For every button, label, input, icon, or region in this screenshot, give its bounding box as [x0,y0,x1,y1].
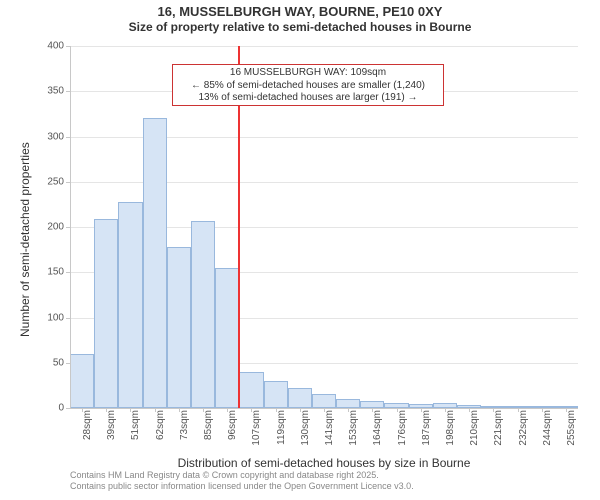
histogram-bar [94,219,118,408]
x-tick-label: 73sqm [179,410,190,440]
footer-line-1: Contains HM Land Registry data © Crown c… [70,470,414,481]
figure-container: { "title": { "line1": "16, MUSSELBURGH W… [0,0,600,500]
x-tick-label: 28sqm [82,410,93,440]
x-tick-label: 119sqm [276,410,287,445]
grid-line [70,46,578,47]
annotation-line: 13% of semi-detached houses are larger (… [177,92,439,105]
y-tick-label: 250 [47,176,64,187]
x-tick-label: 210sqm [469,410,480,446]
x-tick-label: 96sqm [227,410,238,440]
y-tick-label: 50 [53,357,64,368]
x-tick-label: 130sqm [300,410,311,446]
x-tick-label: 62sqm [155,410,166,440]
title-block: 16, MUSSELBURGH WAY, BOURNE, PE10 0XY Si… [0,0,600,34]
x-axis-title: Distribution of semi-detached houses by … [70,456,578,470]
x-tick-label: 176sqm [397,410,408,446]
x-tick-label: 51sqm [130,410,141,440]
histogram-bar [191,221,215,408]
footer-attribution: Contains HM Land Registry data © Crown c… [70,470,414,492]
y-axis-title: Number of semi-detached properties [18,142,32,337]
histogram-bar [239,372,263,408]
x-tick-label: 153sqm [348,410,359,446]
chart-subtitle: Size of property relative to semi-detach… [0,20,600,34]
x-tick-label: 232sqm [518,410,529,446]
histogram-bar [288,388,312,408]
y-tick-label: 350 [47,86,64,97]
x-tick-label: 107sqm [251,410,262,446]
y-tick-label: 150 [47,267,64,278]
x-axis-line [70,408,578,409]
footer-line-2: Contains public sector information licen… [70,481,414,492]
histogram-bar [167,247,191,408]
y-axis-line [70,46,71,408]
y-tick-label: 300 [47,131,64,142]
histogram-bar [360,401,384,408]
histogram-bar [264,381,288,408]
y-tick-label: 0 [58,403,64,414]
x-tick-label: 255sqm [566,410,577,446]
x-tick-label: 221sqm [493,410,504,446]
y-tick-label: 200 [47,222,64,233]
x-tick-label: 85sqm [203,410,214,440]
y-tick-label: 100 [47,312,64,323]
histogram-bar [118,202,142,408]
x-tick-label: 244sqm [542,410,553,446]
x-tick-label: 198sqm [445,410,456,446]
x-tick-label: 141sqm [324,410,335,446]
histogram-bar [336,399,360,408]
annotation-line: ← 85% of semi-detached houses are smalle… [177,80,439,93]
x-tick-label: 39sqm [106,410,117,440]
histogram-bar [312,394,336,408]
annotation-line: 16 MUSSELBURGH WAY: 109sqm [177,67,439,80]
x-tick-label: 187sqm [421,410,432,446]
histogram-bar [70,354,94,408]
histogram-bar [143,118,167,408]
histogram-bar [215,268,239,408]
x-tick-label: 164sqm [372,410,383,446]
chart-title: 16, MUSSELBURGH WAY, BOURNE, PE10 0XY [0,4,600,19]
plot-area: 05010015020025030035040028sqm39sqm51sqm6… [70,46,578,408]
annotation-box: 16 MUSSELBURGH WAY: 109sqm← 85% of semi-… [172,64,444,106]
y-tick-label: 400 [47,41,64,52]
